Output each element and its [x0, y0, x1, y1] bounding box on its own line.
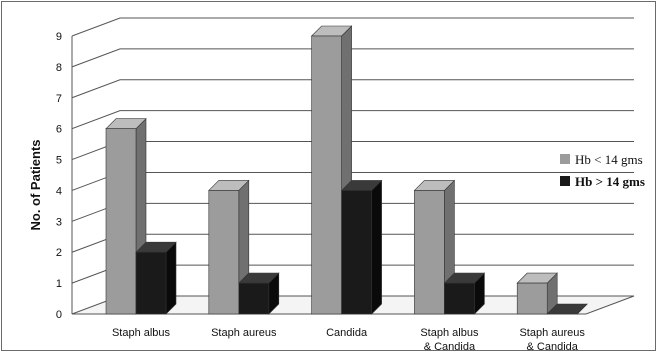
legend-label-hb-above: Hb > 14 gms — [575, 174, 645, 189]
bar-front — [238, 282, 270, 315]
gridline — [71, 141, 634, 161]
bar-side — [371, 179, 382, 315]
x-category-label-line: & Candida — [527, 341, 579, 353]
y-tick-label: 8 — [56, 62, 62, 74]
x-category-label-line: & Candida — [424, 341, 476, 353]
y-tick-label: 3 — [56, 216, 62, 228]
y-axis-label: No. of Patients — [28, 139, 43, 230]
gridline — [71, 17, 634, 37]
y-tick-label: 7 — [56, 93, 62, 105]
bar-side — [165, 241, 177, 315]
bar-front — [135, 251, 167, 315]
x-category-label-line: Staph aureus — [519, 327, 585, 339]
y-tick-label: 0 — [56, 309, 62, 321]
y-tick-label: 2 — [56, 247, 62, 259]
gridline — [71, 48, 634, 68]
bar-front — [311, 35, 342, 315]
bar-top — [546, 303, 588, 315]
bar-front — [208, 190, 240, 315]
bar-front — [341, 190, 372, 315]
y-tick-label: 5 — [56, 155, 62, 167]
x-category-label: Staph albus & Candida — [420, 327, 479, 353]
bar-hb-above-3 — [443, 272, 486, 315]
x-category-label: Staph albus — [112, 327, 171, 339]
bar-hb-above-0 — [135, 241, 177, 315]
x-category-label-line: Staph albus — [112, 327, 171, 339]
x-category-label: Candida — [326, 327, 368, 339]
bar-front — [444, 282, 475, 315]
x-category-label: Staph aureus — [211, 327, 277, 339]
gridline — [71, 110, 634, 130]
legend-swatch-hb-above — [560, 176, 570, 186]
x-category-label-line: Staph aureus — [211, 327, 277, 339]
bar-hb-above-2 — [340, 179, 383, 315]
bar-hb-below-4 — [516, 272, 558, 315]
bar-front — [414, 190, 445, 315]
legend-swatch-hb-below — [560, 154, 570, 164]
bar-front — [516, 282, 548, 315]
x-category-label: Staph aureus & Candida — [519, 327, 585, 353]
y-tick-label: 4 — [56, 185, 62, 197]
gridline — [71, 79, 634, 99]
x-category-label-line: Staph albus — [420, 327, 479, 339]
legend-label-hb-below: Hb < 14 gms — [575, 152, 643, 167]
bar-hb-above-1 — [238, 272, 280, 315]
bar-front — [105, 128, 137, 315]
y-tick-label: 6 — [56, 124, 62, 136]
y-tick-label: 1 — [56, 278, 62, 290]
y-tick-label: 9 — [56, 31, 62, 43]
x-category-label-line: Candida — [326, 327, 368, 339]
bar-hb-above-4 — [546, 303, 588, 315]
